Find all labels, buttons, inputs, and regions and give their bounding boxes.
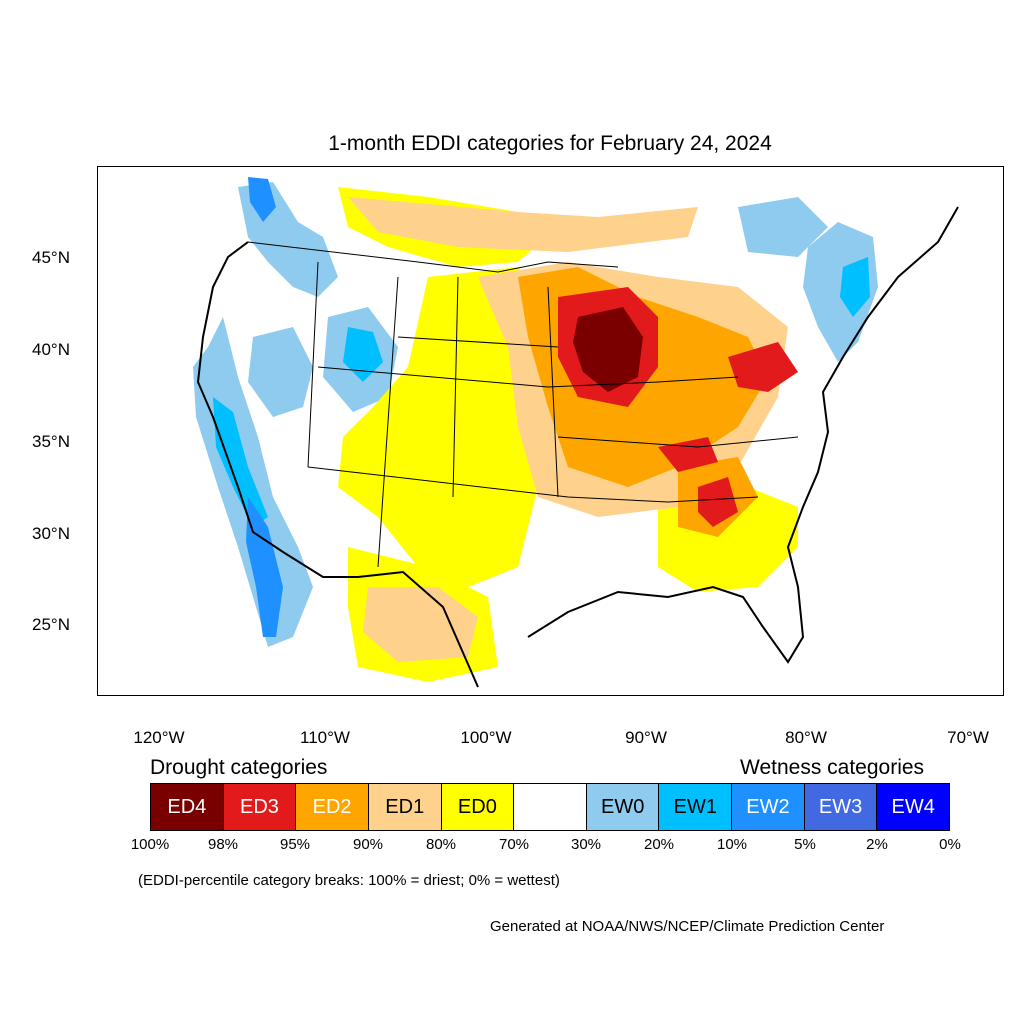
drought-ed3-lake-erie bbox=[728, 342, 798, 392]
legend-break-label: 5% bbox=[794, 836, 816, 853]
conus-eddi-map bbox=[193, 177, 959, 688]
map-frame bbox=[97, 166, 1004, 696]
wetness-northwest-core bbox=[248, 177, 276, 222]
wetness-great-basin bbox=[248, 327, 313, 417]
lat-label-25: 25°N bbox=[32, 615, 70, 634]
boundary-east-west-4 bbox=[557, 436, 799, 448]
legend-break-label: 70% bbox=[498, 836, 530, 853]
legend-cell-ew2: EW2 bbox=[732, 784, 805, 830]
legend-cell-ew3: EW3 bbox=[804, 784, 878, 830]
drought-ed3-georgia bbox=[698, 477, 738, 527]
boundary-north-south-1 bbox=[307, 261, 319, 468]
legend-cell-ed0: ED0 bbox=[441, 784, 515, 830]
legend-break-label: 80% bbox=[425, 836, 457, 853]
wetness-new-england-core bbox=[840, 257, 870, 317]
legend-cell-neutral bbox=[514, 784, 587, 830]
category-breaks-note: (EDDI-percentile category breaks: 100% =… bbox=[138, 872, 560, 889]
lon-label-90w: 90°W bbox=[625, 728, 667, 747]
lat-label-40: 40°N bbox=[32, 340, 70, 359]
legend-cell-ed2: ED2 bbox=[296, 784, 369, 830]
legend-break-label: 98% bbox=[207, 836, 239, 853]
legend-color-bar: ED4 ED3 ED2 ED1 ED0 EW0 EW1 EW2 EW3 EW4 bbox=[150, 783, 950, 831]
legend-break-label: 2% bbox=[866, 836, 888, 853]
wetness-canada-east bbox=[738, 197, 828, 257]
legend-break-label: 95% bbox=[279, 836, 311, 853]
boundary-north-south-4 bbox=[547, 286, 559, 498]
lon-label-70w: 70°W bbox=[947, 728, 989, 747]
lon-label-120w: 120°W bbox=[133, 728, 185, 747]
legend-cell-ed3: ED3 bbox=[223, 784, 297, 830]
boundary-north-south-3 bbox=[452, 276, 459, 498]
wetness-rockies-core bbox=[343, 327, 383, 382]
drought-ed1-northern bbox=[348, 197, 698, 252]
legend-break-label: 90% bbox=[352, 836, 384, 853]
legend-cell-ew4: EW4 bbox=[877, 784, 950, 830]
drought-ed1-texas bbox=[363, 587, 478, 662]
wetness-california-core bbox=[213, 397, 268, 527]
state-boundaries bbox=[247, 241, 799, 568]
boundary-canada bbox=[247, 241, 619, 273]
lon-label-100w: 100°W bbox=[460, 728, 512, 747]
lat-label-30: 30°N bbox=[32, 524, 70, 543]
drought-categories-heading: Drought categories bbox=[150, 756, 328, 779]
boundary-east-west-1 bbox=[307, 466, 759, 503]
legend-cell-ew1: EW1 bbox=[659, 784, 733, 830]
boundary-north-south-2 bbox=[377, 276, 399, 568]
lat-label-35: 35°N bbox=[32, 432, 70, 451]
legend-break-label: 20% bbox=[643, 836, 675, 853]
drought-ed3-kentucky bbox=[658, 437, 718, 472]
lat-label-45: 45°N bbox=[32, 248, 70, 267]
map-title: 1-month EDDI categories for February 24,… bbox=[328, 132, 772, 155]
legend-cell-ed1: ED1 bbox=[368, 784, 442, 830]
boundary-east-west-2 bbox=[317, 366, 739, 388]
legend-cell-ew0: EW0 bbox=[586, 784, 660, 830]
legend-break-label: 0% bbox=[939, 836, 961, 853]
legend-break-label: 10% bbox=[716, 836, 748, 853]
drought-ed4-minnesota-wisconsin bbox=[573, 307, 643, 392]
lon-label-80w: 80°W bbox=[785, 728, 827, 747]
wetness-categories-heading: Wetness categories bbox=[740, 756, 925, 779]
credit-line: Generated at NOAA/NWS/NCEP/Climate Predi… bbox=[490, 918, 885, 935]
lon-label-110w: 110°W bbox=[300, 728, 350, 747]
legend-break-label: 30% bbox=[570, 836, 602, 853]
wetness-california-strong bbox=[246, 497, 283, 637]
coastline bbox=[196, 206, 959, 688]
legend-break-label: 100% bbox=[130, 836, 170, 853]
legend-cell-ed4: ED4 bbox=[151, 784, 224, 830]
boundary-east-west-3 bbox=[397, 336, 559, 348]
